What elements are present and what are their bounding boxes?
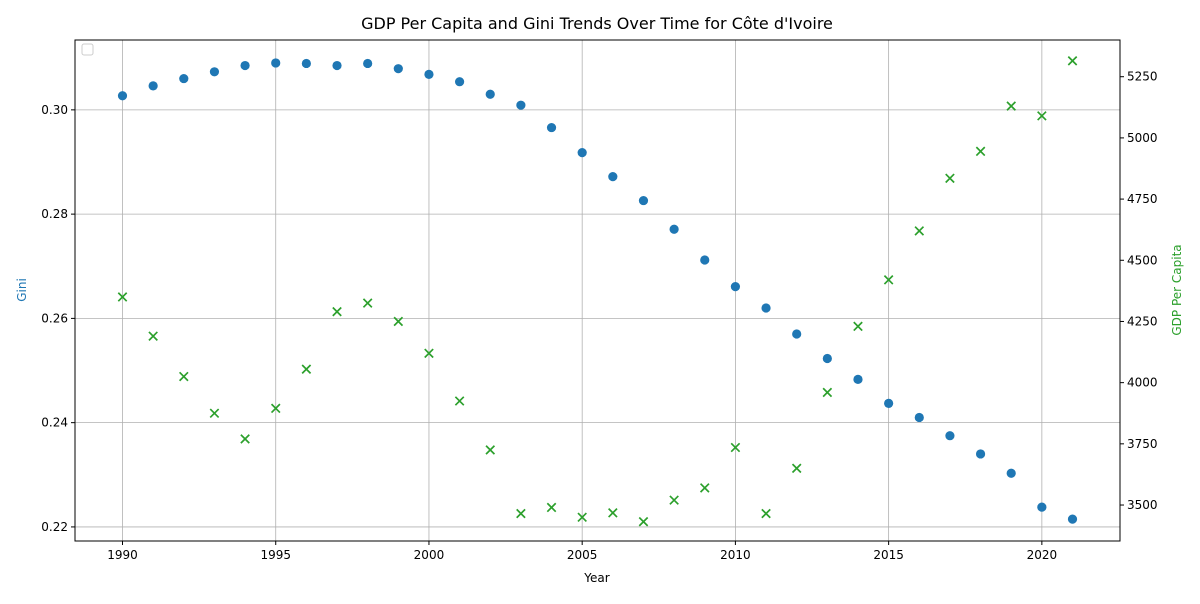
gini-point: [608, 171, 618, 182]
gdp-point: [454, 396, 465, 406]
y-right-tick-label: 3500: [1127, 498, 1158, 512]
x-tick-label: 2000: [414, 548, 445, 562]
y-axis-left-label: Gini: [15, 278, 29, 302]
y-left-tick-label: 0.28: [41, 207, 68, 221]
y-axis-right-label: GDP Per Capita: [1170, 244, 1184, 335]
gini-point: [179, 73, 189, 84]
axes-layer: 1990 1995 2000 2005 2010 2015 2020 0.22 0.24 0.26…: [41, 70, 1157, 562]
gdp-point: [362, 298, 373, 308]
y-right-tick-label: 4750: [1127, 192, 1158, 206]
x-tick-label: 1995: [260, 548, 291, 562]
legend-box: [81, 43, 94, 56]
gdp-point: [485, 445, 496, 455]
gdp-point: [117, 292, 128, 302]
gini-point: [454, 77, 465, 87]
gdp-point: [853, 321, 863, 332]
gini-point: [761, 303, 771, 313]
gdp-point: [1006, 101, 1017, 111]
y-right-tick-label: 3750: [1127, 437, 1158, 451]
x-tick-label: 2010: [720, 548, 751, 562]
gdp-point: [883, 275, 894, 285]
y-right-tick-label: 4500: [1127, 253, 1158, 267]
gdp-point: [240, 434, 250, 444]
gini-point: [914, 412, 924, 423]
gdp-point: [178, 371, 189, 382]
gini-point: [1067, 514, 1078, 524]
gini-point: [516, 100, 526, 110]
gdp-point: [975, 146, 986, 157]
gini-point: [301, 58, 311, 69]
gini-point: [363, 58, 373, 69]
gini-point: [148, 81, 158, 91]
gdp-point: [546, 502, 557, 513]
y-right-tick-label: 4250: [1127, 314, 1158, 328]
gini-point: [945, 431, 955, 441]
gini-point: [853, 374, 863, 384]
gdp-point: [699, 483, 710, 493]
gdp-point: [577, 512, 587, 523]
gini-point: [271, 58, 281, 68]
y-left-tick-label: 0.24: [41, 416, 68, 430]
gdp-point: [730, 442, 741, 453]
gdp-point: [761, 508, 771, 519]
marks-layer: [117, 56, 1078, 527]
y-left-tick-label: 0.30: [41, 103, 68, 117]
gdp-point: [332, 306, 342, 317]
x-tick-label: 2005: [567, 548, 598, 562]
gdp-point: [148, 331, 158, 341]
gini-point: [577, 148, 587, 158]
gdp-point: [1067, 56, 1078, 66]
gdp-point: [209, 408, 220, 419]
y-right-tick-label: 4000: [1127, 376, 1158, 390]
gini-point: [700, 255, 710, 265]
y-right-tick-label: 5250: [1127, 70, 1158, 84]
x-tick-label: 2015: [873, 548, 904, 562]
x-tick-label: 1990: [107, 548, 138, 562]
gini-point: [1006, 468, 1016, 478]
gini-point: [209, 67, 220, 77]
gdp-point: [669, 495, 679, 505]
gdp-point: [638, 516, 649, 527]
gini-point: [424, 69, 434, 80]
gini-point: [393, 64, 403, 74]
gini-point: [669, 224, 679, 234]
gdp-point: [914, 226, 925, 236]
gini-point: [730, 281, 741, 292]
gdp-point: [301, 364, 312, 374]
x-tick-label: 2020: [1027, 548, 1058, 562]
y-right-tick-label: 5000: [1127, 131, 1158, 145]
gdp-point: [945, 173, 955, 184]
chart-title: GDP Per Capita and Gini Trends Over Time…: [361, 14, 833, 33]
gini-point: [240, 60, 250, 71]
gini-point: [332, 60, 342, 71]
gini-point: [546, 122, 557, 133]
gdp-point: [393, 316, 404, 327]
y-left-tick-label: 0.22: [41, 520, 68, 534]
gini-point: [884, 398, 894, 408]
gdp-point: [270, 403, 281, 414]
gini-point: [792, 329, 802, 339]
grid-layer: [75, 40, 1120, 541]
y-left-tick-label: 0.26: [41, 311, 68, 325]
gini-point: [1037, 502, 1047, 512]
gdp-point: [424, 348, 434, 359]
gini-point: [822, 353, 832, 364]
gini-point: [975, 449, 986, 459]
gini-point: [117, 91, 128, 101]
x-axis-label: Year: [583, 571, 609, 585]
gdp-point: [822, 387, 833, 398]
gini-point: [485, 89, 495, 99]
gdp-point: [608, 508, 618, 518]
gdp-point: [1037, 111, 1047, 121]
gdp-point: [791, 463, 802, 474]
gini-point: [638, 195, 649, 206]
gdp-point: [516, 508, 526, 519]
plot-frame: [74, 39, 1121, 542]
